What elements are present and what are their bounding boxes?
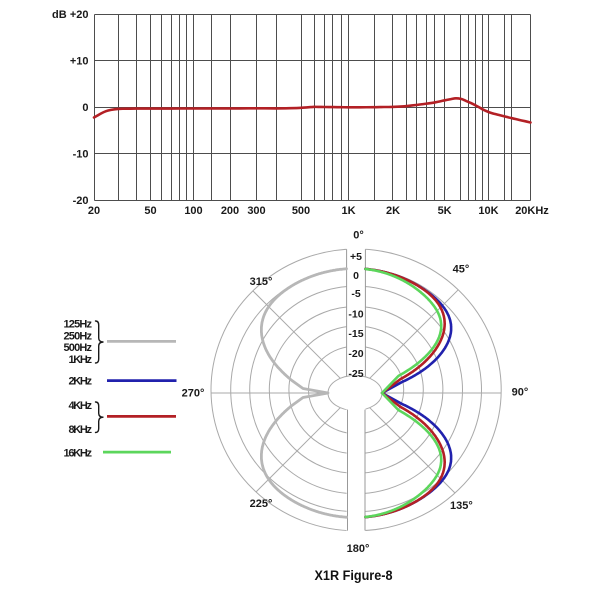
svg-text:125Hz: 125Hz [64, 318, 93, 330]
svg-text:135°: 135° [450, 500, 473, 512]
svg-text:-5: -5 [351, 288, 360, 300]
svg-text:8KHz: 8KHz [69, 424, 93, 436]
svg-text:20: 20 [88, 205, 100, 217]
svg-text:100: 100 [184, 205, 202, 217]
svg-text:+5: +5 [350, 251, 362, 263]
svg-text:225°: 225° [250, 498, 273, 510]
svg-text:2KHz: 2KHz [69, 376, 93, 388]
svg-text:1KHz: 1KHz [69, 354, 93, 366]
svg-text:-20: -20 [73, 195, 89, 207]
svg-text:-25: -25 [348, 368, 363, 380]
svg-text:0°: 0° [353, 230, 364, 242]
svg-text:+20: +20 [70, 9, 89, 21]
svg-text:250Hz: 250Hz [64, 330, 93, 342]
svg-text:+10: +10 [70, 56, 89, 68]
svg-text:20KHz: 20KHz [515, 205, 549, 217]
svg-text:180°: 180° [347, 543, 370, 555]
svg-text:0: 0 [82, 102, 88, 114]
svg-text:X1R Figure-8: X1R Figure-8 [315, 568, 393, 583]
svg-text:5K: 5K [438, 205, 452, 217]
svg-text:500Hz: 500Hz [64, 342, 93, 354]
svg-text:270°: 270° [182, 388, 205, 400]
svg-text:10K: 10K [478, 205, 498, 217]
svg-text:300: 300 [247, 205, 265, 217]
svg-text:dB: dB [52, 9, 67, 21]
svg-text:4KHz: 4KHz [69, 400, 93, 412]
svg-text:50: 50 [144, 205, 156, 217]
svg-text:-10: -10 [348, 309, 363, 321]
svg-text:315°: 315° [250, 276, 273, 288]
svg-text:90°: 90° [512, 387, 529, 399]
svg-text:-20: -20 [348, 348, 363, 360]
svg-text:-15: -15 [348, 328, 363, 340]
svg-text:2K: 2K [386, 205, 400, 217]
svg-text:-10: -10 [73, 149, 89, 161]
svg-text:1K: 1K [341, 205, 355, 217]
svg-text:200: 200 [221, 205, 239, 217]
svg-text:45°: 45° [453, 264, 470, 276]
svg-text:500: 500 [292, 205, 310, 217]
svg-text:0: 0 [353, 270, 359, 282]
svg-text:16KHz: 16KHz [64, 447, 93, 459]
